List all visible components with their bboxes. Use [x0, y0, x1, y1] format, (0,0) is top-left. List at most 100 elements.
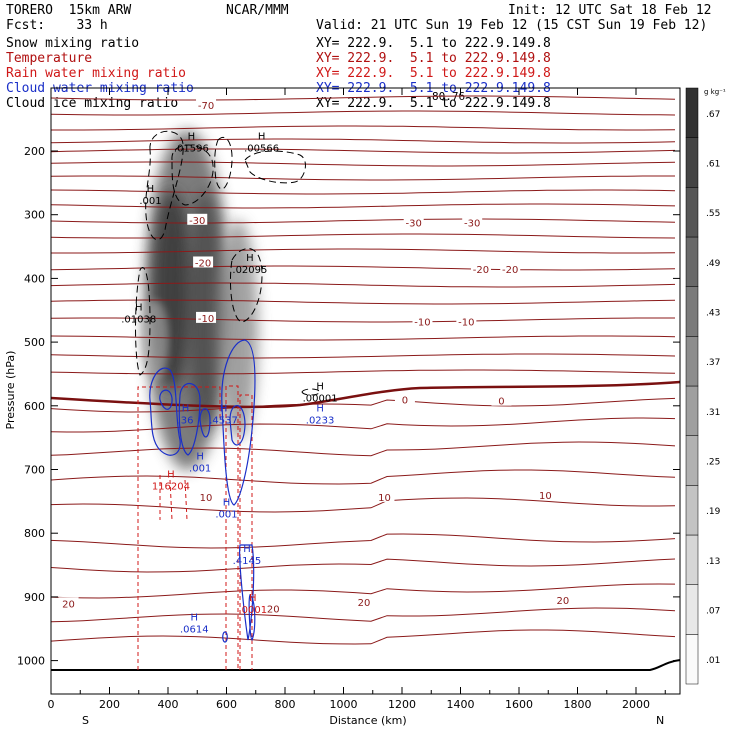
- colorbar-label: .25: [706, 458, 720, 468]
- init-time: Init: 12 UTC Sat 18 Feb 12: [508, 3, 712, 18]
- isotherm-line: [51, 533, 676, 549]
- direction-north: N: [656, 714, 664, 727]
- field-rain-xy: XY= 222.9. 5.1 to 222.9.149.8: [316, 66, 551, 81]
- maximum-value: .01038: [121, 314, 156, 325]
- isotherm-label: 20: [267, 604, 280, 615]
- colorbar-label: .49: [706, 259, 721, 269]
- isotherm-line: [51, 148, 676, 154]
- x-tick-label: 200: [99, 698, 120, 711]
- field-temperature-label: Temperature: [6, 51, 93, 66]
- maximum-value: .001: [189, 464, 211, 475]
- cloudice-contours: [135, 130, 321, 396]
- isotherm-label-bg: [394, 393, 415, 405]
- isotherm-label: -70: [198, 101, 214, 112]
- isotherm-label: 10: [539, 491, 552, 502]
- colorbar-segment: [685, 286, 699, 337]
- isotherm-label-bg: [535, 488, 556, 500]
- isotherm-label-bg: [552, 594, 573, 606]
- isotherm-line: [51, 369, 676, 375]
- y-axis-title: Pressure (hPa): [4, 351, 17, 430]
- maximum-value: .4145: [233, 556, 262, 567]
- cloudwater-contours: [149, 339, 256, 643]
- maximum-value: .02095: [232, 265, 267, 276]
- colorbar-segment: [685, 187, 699, 238]
- field-snow-label: Snow mixing ratio: [6, 36, 140, 51]
- isotherm-label: -30: [406, 218, 422, 229]
- isotherm-line: [51, 417, 676, 433]
- isotherm-line: [51, 629, 676, 645]
- x-tick-label: 1400: [447, 698, 475, 711]
- direction-south: S: [82, 714, 89, 727]
- isotherm-label-bg: [263, 602, 284, 614]
- maximum-value: .01596: [174, 144, 209, 155]
- maximum-marker: H: [258, 132, 266, 143]
- isotherm-line: [51, 441, 676, 457]
- maximum-marker: H: [316, 381, 324, 392]
- isotherm-line: [51, 497, 676, 513]
- surface-line: [51, 659, 680, 671]
- plot-area: -70 -30 -30 -30 -20 -20 -20 -10 -10 -10 0 0 10 10 10 20…: [51, 95, 680, 671]
- field-snow-xy: XY= 222.9. 5.1 to 222.9.149.8: [316, 36, 551, 51]
- x-tick-label: 2000: [622, 698, 650, 711]
- maximum-marker: H: [223, 497, 231, 508]
- maximum-marker: H: [196, 452, 204, 463]
- isotherm-label-bg: [196, 490, 217, 502]
- isotherm-line: [51, 189, 676, 195]
- maximum-value: .001: [215, 509, 237, 520]
- isotherm-label-bg: [187, 213, 208, 225]
- colorbar-segment: [685, 485, 699, 536]
- isotherm-label-bg: [412, 315, 433, 327]
- isotherm-line: [51, 299, 676, 305]
- valid-time: Valid: 21 UTC Sun 19 Feb 12 (15 CST Sun …: [316, 18, 708, 33]
- maximum-marker: H: [147, 184, 155, 195]
- freezing-level-line: [51, 380, 680, 409]
- isotherm-line: [51, 248, 676, 254]
- isotherm-line: [51, 203, 676, 209]
- isotherm-label: 20: [358, 598, 371, 609]
- maximum-marker: H: [316, 404, 324, 415]
- maximum-marker: H: [188, 132, 196, 143]
- colorbar-label: .01: [706, 656, 720, 666]
- colorbar-segment: [685, 385, 699, 436]
- maximum-marker: H: [167, 469, 175, 480]
- isotherm-label: 20: [62, 599, 75, 610]
- colorbar-segment: [685, 634, 699, 685]
- colorbar-label: .55: [706, 209, 720, 219]
- isotherm-line: [51, 353, 676, 359]
- isotherm-line: [51, 469, 676, 485]
- isotherm-label-bg: [353, 595, 374, 607]
- x-axis: 0 200 400 600 800 1000 1200 1400 1600 1800 2000: [48, 88, 666, 711]
- isotherm-label: 10: [200, 493, 213, 504]
- colorbar-label: .43: [706, 309, 720, 319]
- isotherm-line: [51, 583, 676, 599]
- isotherm-label: -10: [458, 318, 474, 329]
- x-tick-label: 600: [216, 698, 237, 711]
- field-rain-label: Rain water mixing ratio: [6, 66, 187, 81]
- field-temperature-xy: XY= 222.9. 5.1 to 222.9.149.8: [316, 51, 551, 66]
- x-tick-label: 400: [158, 698, 179, 711]
- x-tick-label: 1200: [388, 698, 416, 711]
- colorbar-label: .07: [706, 607, 720, 617]
- isotherm-line: [51, 558, 676, 573]
- colorbar-segment: [685, 534, 699, 585]
- maximum-value: .0001: [239, 605, 268, 616]
- x-tick-label: 0: [48, 698, 55, 711]
- x-tick-label: 1800: [564, 698, 592, 711]
- colorbar-segment: [685, 336, 699, 387]
- x-tick-label: 1600: [505, 698, 533, 711]
- maximum-value: .0233: [306, 416, 335, 427]
- colorbar-segment: [685, 236, 699, 287]
- isotherm-label: -10: [198, 314, 214, 325]
- model-title: TORERO 15km ARW: [6, 3, 132, 18]
- colorbar-unit: g kg⁻¹: [704, 88, 726, 96]
- isotherm-line: [51, 397, 676, 413]
- x-axis-title: Distance (km): [329, 714, 406, 727]
- isotherm-label: -30: [189, 216, 205, 227]
- colorbar-label: .67: [706, 110, 720, 120]
- maximum-value: .4537: [209, 416, 238, 427]
- isotherm-line: [51, 138, 676, 144]
- maximum-marker: H: [182, 404, 190, 415]
- isotherm-label: -30: [464, 218, 480, 229]
- maximum-marker: H: [249, 593, 257, 604]
